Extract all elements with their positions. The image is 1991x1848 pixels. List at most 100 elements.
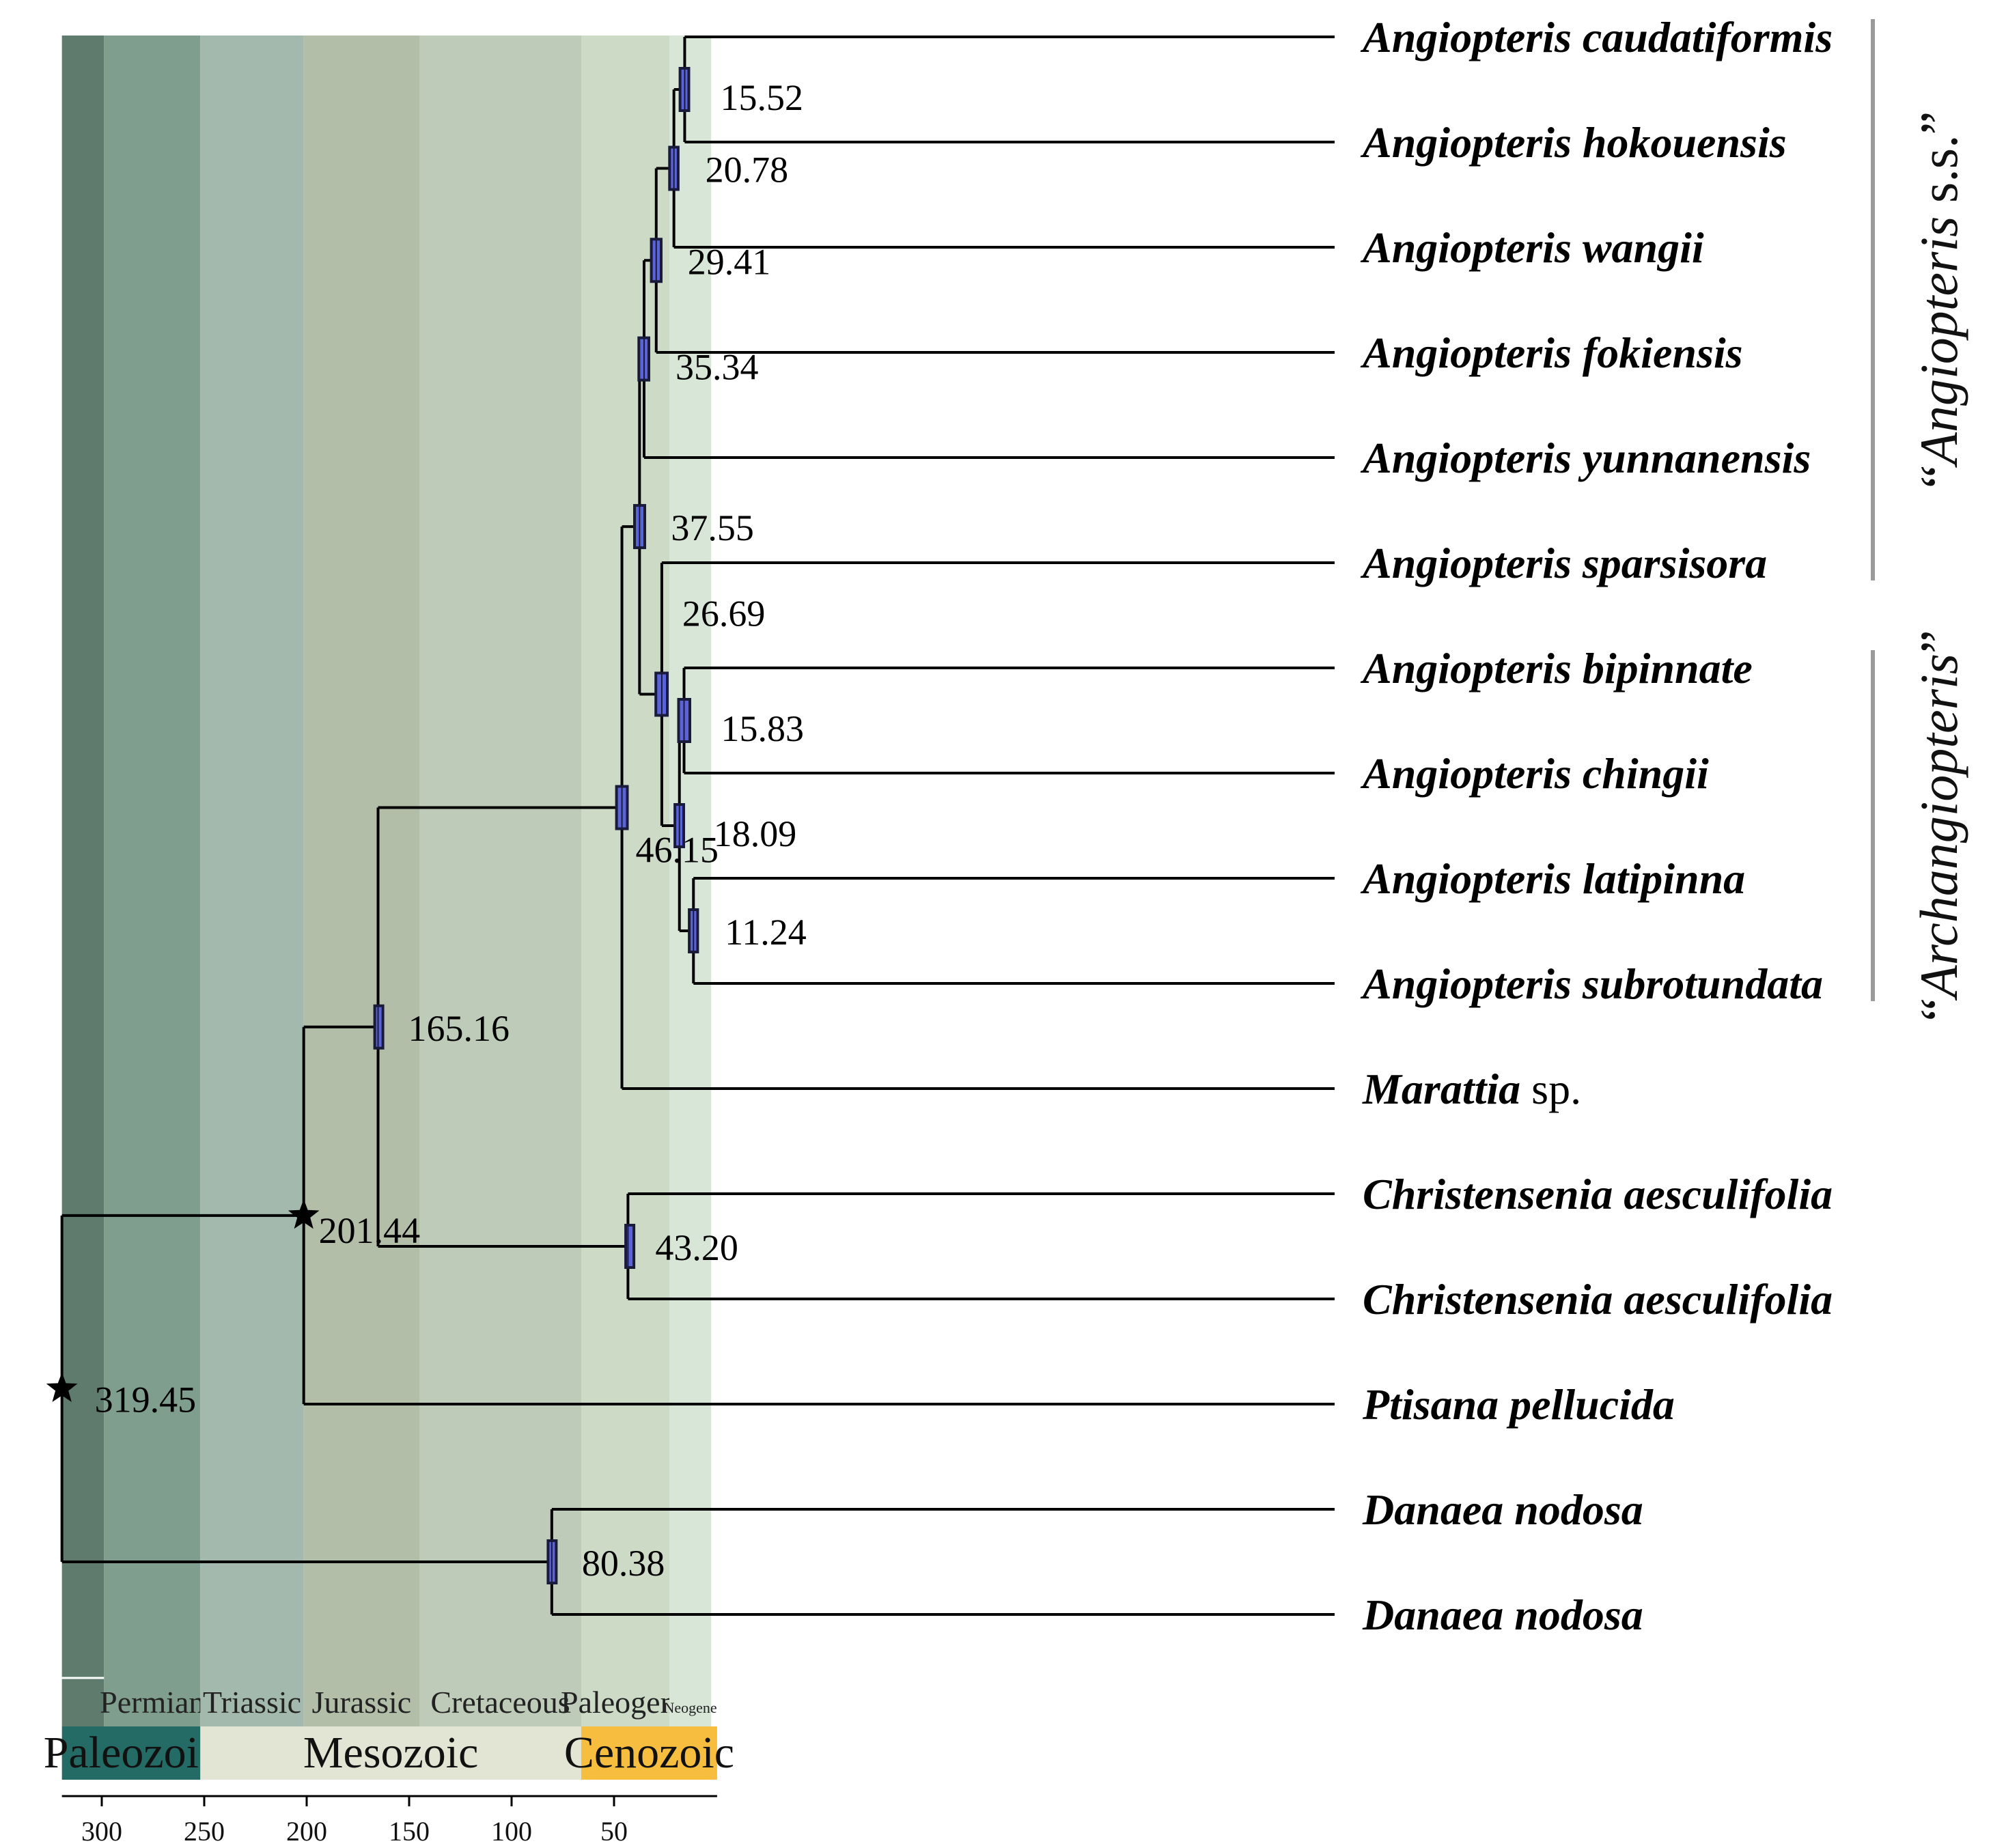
node-age-label: 18.09	[714, 813, 797, 854]
taxon-label: Angiopteris fokiensis	[1360, 328, 1743, 377]
taxon-epithet: fokiensis	[1583, 328, 1743, 377]
taxon-epithet: chingii	[1583, 749, 1709, 798]
hpd-bar-n12	[373, 1004, 385, 1050]
taxon-genus: Christensenia	[1363, 1275, 1613, 1324]
axis-tick-label: 100	[491, 1816, 532, 1847]
node-age-label: 20.78	[706, 150, 789, 191]
taxon-epithet: sp.	[1531, 1065, 1581, 1113]
era-bar: Paleozoic Mesozoic Cenozoic	[44, 1726, 734, 1780]
period-label-triassic: Triassic	[203, 1685, 301, 1720]
clade-annotations: “Angiopteris s.s.” “Archangiopteris”	[1871, 19, 1968, 1022]
axis-tick-label: 150	[389, 1816, 430, 1847]
taxon-genus: Angiopteris	[1360, 223, 1572, 272]
node-age-label: 26.69	[682, 593, 765, 634]
taxon-genus: Angiopteris	[1360, 118, 1572, 167]
taxon-label: Christensenia aesculifolia	[1363, 1170, 1833, 1218]
taxon-genus: Danaea	[1362, 1485, 1503, 1534]
taxon-label: Marattia sp.	[1362, 1065, 1581, 1113]
period-band-cretaceous	[419, 36, 581, 1726]
era-label-paleozoic: Paleozoic	[44, 1728, 219, 1778]
period-band-triassic	[200, 36, 304, 1726]
taxon-epithet: nodosa	[1514, 1485, 1643, 1534]
node-age-label: 35.34	[676, 347, 759, 388]
taxon-epithet: pellucida	[1506, 1380, 1675, 1429]
period-band-carboniferous	[61, 36, 105, 1726]
taxon-label: Danaea nodosa	[1362, 1591, 1643, 1639]
taxon-epithet: caudatiformis	[1583, 13, 1833, 61]
clade-suffix: s.s.	[1909, 135, 1968, 216]
node-age-label: 319.45	[95, 1379, 197, 1420]
clade-label: “Archangiopteris”	[1909, 630, 1968, 1021]
period-label-jurassic: Jurassic	[312, 1685, 412, 1720]
node-age-label: 15.83	[721, 708, 805, 749]
period-label-paleogene: Paleogene	[561, 1685, 690, 1720]
taxon-genus: Danaea	[1362, 1591, 1503, 1639]
period-label-permian: Permian	[100, 1685, 204, 1720]
taxon-label: Angiopteris wangii	[1360, 223, 1704, 272]
taxon-genus: Ptisana	[1362, 1380, 1499, 1429]
era-box-cenozoic	[581, 1726, 717, 1780]
taxon-label: Angiopteris latipinna	[1360, 854, 1745, 903]
node-age-label: 43.20	[655, 1227, 738, 1268]
calibration-star-icon	[288, 1199, 320, 1229]
node-age-label: 165.16	[408, 1008, 510, 1049]
axis-tick-label: 200	[286, 1816, 327, 1847]
era-box-mesozoic	[200, 1726, 581, 1780]
taxon-epithet: bipinnate	[1583, 644, 1753, 692]
period-label-neogene: Neogene	[664, 1699, 717, 1716]
time-axis: 300 250 200 150 100 50	[61, 1795, 717, 1847]
taxon-genus: Angiopteris	[1360, 434, 1572, 482]
period-band-paleogene	[581, 36, 669, 1726]
taxon-genus: Angiopteris	[1360, 644, 1572, 692]
taxon-epithet: latipinna	[1583, 854, 1745, 903]
taxon-label: Danaea nodosa	[1362, 1485, 1643, 1534]
taxon-epithet: yunnanensis	[1578, 434, 1811, 482]
taxon-epithet: wangii	[1583, 223, 1704, 272]
taxon-epithet: aesculifolia	[1624, 1170, 1833, 1218]
taxon-genus: Angiopteris	[1360, 539, 1572, 587]
axis-tick-label: 250	[184, 1816, 225, 1847]
taxon-genus: Marattia	[1362, 1065, 1520, 1113]
node-age-label: 15.52	[720, 77, 803, 118]
taxon-genus: Angiopteris	[1360, 854, 1572, 903]
node-age-label: 37.55	[671, 507, 754, 548]
taxon-label: Christensenia aesculifolia	[1363, 1275, 1833, 1324]
taxon-label: Ptisana pellucida	[1362, 1380, 1675, 1429]
taxon-genus: Angiopteris	[1360, 749, 1572, 798]
period-label-cretaceous: Cretaceous	[430, 1685, 570, 1720]
taxon-label: Angiopteris caudatiformis	[1360, 13, 1833, 61]
taxon-epithet: aesculifolia	[1624, 1275, 1833, 1324]
taxon-label: Angiopteris bipinnate	[1360, 644, 1753, 692]
node-age-label: 46.15	[636, 830, 719, 871]
calibration-star-icon	[46, 1372, 78, 1402]
node-age-label: 29.41	[688, 241, 771, 282]
period-band-permian	[104, 36, 201, 1726]
taxon-genus: Angiopteris	[1360, 328, 1572, 377]
axis-tick-label: 300	[81, 1816, 122, 1847]
taxon-label: Angiopteris yunnanensis	[1360, 434, 1811, 482]
taxon-label: Angiopteris subrotundata	[1360, 960, 1823, 1008]
taxon-label: Angiopteris hokouensis	[1360, 118, 1787, 167]
taxon-genus: Angiopteris	[1360, 13, 1572, 61]
period-band-jurassic	[303, 36, 419, 1726]
node-age-label: 201.44	[319, 1210, 421, 1251]
taxon-epithet: hokouensis	[1583, 118, 1787, 167]
node-age-label: 11.24	[725, 912, 807, 953]
clade-genus: Angiopteris	[1909, 216, 1968, 468]
era-label-mesozoic: Mesozoic	[303, 1728, 479, 1778]
clade-genus: Archangiopteris	[1909, 654, 1968, 1001]
era-label-cenozoic: Cenozoic	[564, 1728, 734, 1778]
taxon-epithet: sparsisora	[1582, 539, 1767, 587]
axis-tick-label: 50	[600, 1816, 628, 1847]
taxon-epithet: subrotundata	[1582, 960, 1823, 1008]
taxon-label: Angiopteris sparsisora	[1360, 539, 1767, 587]
hpd-bar-n11	[624, 1224, 636, 1269]
taxon-genus: Christensenia	[1363, 1170, 1613, 1218]
clade-label: “Angiopteris s.s.”	[1909, 111, 1968, 488]
hpd-bars	[46, 67, 699, 1584]
taxon-label: Angiopteris chingii	[1360, 749, 1709, 798]
node-age-labels: 15.52 20.78 29.41 35.34 15.83 11.24 18.09 26.69…	[95, 77, 807, 1584]
